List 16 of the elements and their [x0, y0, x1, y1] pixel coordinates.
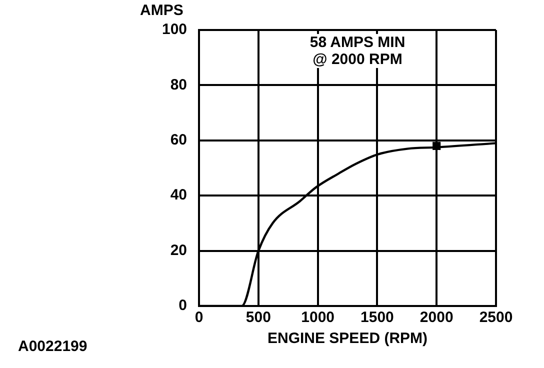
- y-tick-label: 0: [178, 297, 188, 314]
- x-tick-label: 2500: [479, 309, 513, 326]
- x-tick-label: 500: [246, 309, 271, 326]
- y-tick-label: 100: [162, 21, 188, 38]
- x-tick-label: 1000: [301, 309, 335, 326]
- annotation: 58 AMPS MIN @ 2000 RPM: [306, 34, 408, 68]
- y-tick-label: 60: [170, 132, 188, 149]
- text: A0022199: [18, 338, 88, 355]
- x-axis-title: ENGINE SPEED (RPM): [268, 330, 428, 348]
- y-axis-title: AMPS: [140, 2, 184, 19]
- y-tick-label: 40: [170, 186, 188, 204]
- y-tick-label: 20: [170, 242, 188, 259]
- y-tick-label: 80: [170, 76, 188, 94]
- x-tick-label: 0: [194, 309, 204, 326]
- x-tick-label: 1500: [360, 309, 394, 326]
- x-tick-label: 2000: [420, 309, 454, 326]
